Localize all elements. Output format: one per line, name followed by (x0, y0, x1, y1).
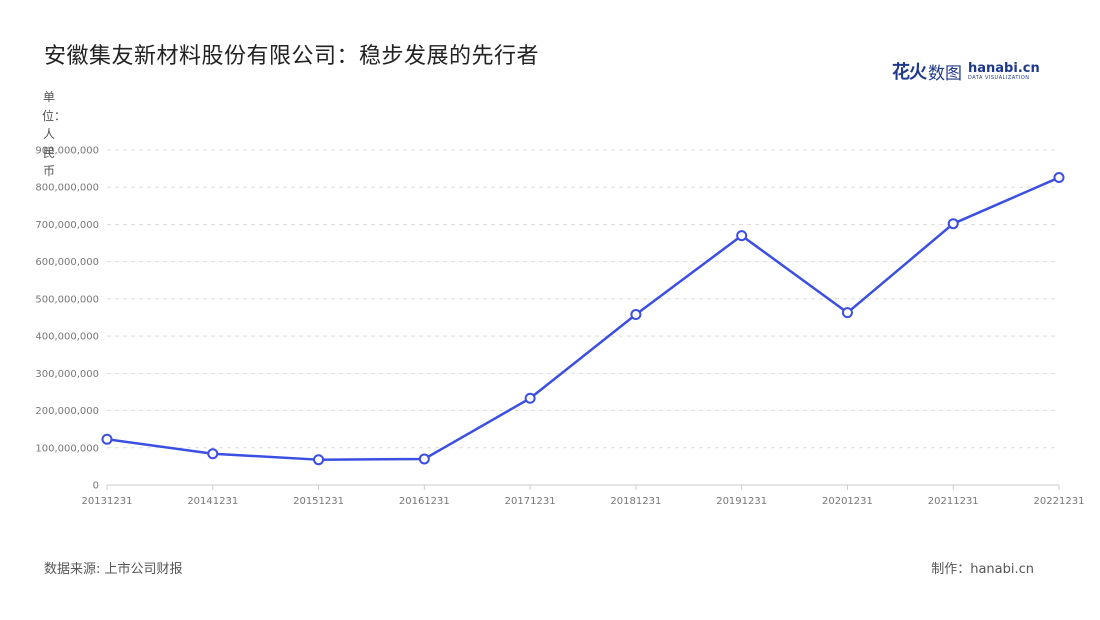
logo-cn-part1: 花火 (892, 62, 927, 83)
y-axis-unit-label: 单位：人民币 (42, 90, 67, 178)
maker-credit: 制作：hanabi.cn (931, 562, 1034, 577)
data-point (418, 453, 430, 465)
logo-en-sub: DATA VISUALIZATION (968, 74, 1030, 81)
x-tick-label: 20171231 (505, 496, 556, 507)
grid-lines (107, 149, 1059, 449)
series-layer (101, 172, 1065, 466)
logo-en-text: hanabi.cn (968, 60, 1040, 76)
y-tick-label: 0 (93, 481, 99, 492)
x-tick-label: 20161231 (399, 496, 450, 507)
y-tick-label: 200,000,000 (35, 406, 99, 417)
y-tick-label: 400,000,000 (35, 332, 99, 343)
y-tick-label: 500,000,000 (35, 294, 99, 305)
y-tick-label: 700,000,000 (35, 220, 99, 231)
data-point (630, 309, 642, 321)
y-tick-label: 800,000,000 (35, 183, 99, 194)
x-tick-label: 20201231 (822, 496, 873, 507)
series-line (106, 176, 1060, 461)
axes: 0 100,000,000 200,000,000 300,000,000 400,00… (35, 146, 1084, 508)
x-tick-label: 20181231 (610, 496, 661, 507)
logo-cn-part2: 数图 (928, 63, 962, 84)
x-tick-label: 20211231 (928, 496, 979, 507)
data-point (207, 448, 219, 460)
brand-logo: 花火 数图 hanabi.cn DATA VISUALIZATION (892, 58, 1040, 84)
data-point (736, 230, 748, 242)
x-tick-label: 20191231 (716, 496, 767, 507)
data-point (524, 392, 536, 404)
x-tick-label: 20131231 (82, 496, 133, 507)
data-point (101, 433, 113, 445)
data-point (947, 218, 959, 230)
x-tick-label: 20141231 (187, 496, 238, 507)
y-tick-label: 900,000,000 (35, 146, 99, 157)
logo-en: hanabi.cn DATA VISUALIZATION (968, 62, 1040, 81)
data-point (1053, 172, 1065, 184)
data-point (313, 454, 325, 466)
data-point (841, 307, 853, 319)
y-tick-label: 300,000,000 (35, 369, 99, 380)
chart-title: 安徽集友新材料股份有限公司：稳步发展的先行者 (44, 44, 540, 69)
y-tick-label: 600,000,000 (35, 257, 99, 268)
x-tick-label: 20221231 (1034, 496, 1085, 507)
x-tick-label: 20151231 (293, 496, 344, 507)
y-tick-label: 100,000,000 (35, 443, 99, 454)
data-source: 数据来源: 上市公司财报 (44, 562, 183, 577)
